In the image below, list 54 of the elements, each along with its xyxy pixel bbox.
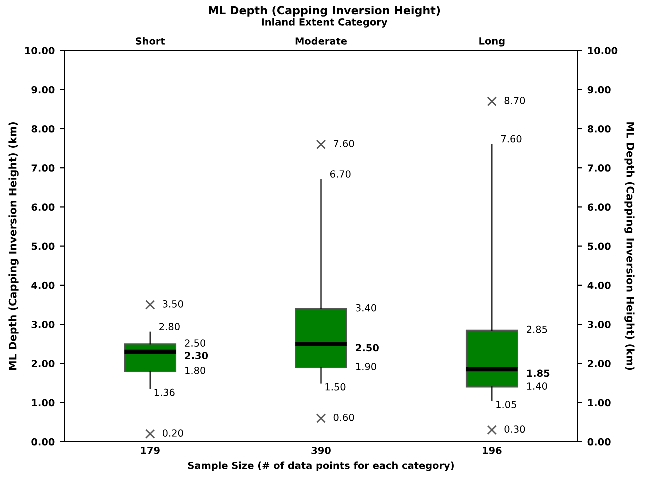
annotation: 7.60: [334, 140, 354, 148]
y-tick-label: 2.00: [32, 360, 55, 368]
chart-subtitle: Inland Extent Category: [262, 18, 388, 28]
y-tick-label: 7.00: [32, 164, 55, 172]
y2-tick-label: 8.00: [588, 125, 611, 133]
annotation: 1.85: [527, 370, 550, 378]
y2-tick-label: 3.00: [588, 321, 611, 328]
annotation: 2.80: [160, 323, 180, 331]
y2-tick-label: 9.00: [588, 86, 611, 94]
annotation: 2.85: [527, 326, 548, 334]
annotation: 8.70: [504, 97, 526, 104]
y2-tick-label: 0.00: [588, 438, 611, 446]
y-tick-label: 3.00: [32, 321, 55, 328]
y-tick-label: 10.00: [26, 47, 55, 55]
y-tick-label: 0.00: [32, 438, 55, 446]
y2-tick-label: 4.00: [588, 282, 611, 290]
y-tick-label: 6.00: [32, 204, 55, 212]
annotation: 1.50: [326, 383, 346, 391]
annotation: 1.40: [527, 382, 548, 390]
annotation: 0.30: [504, 426, 526, 434]
x-tick-label: 179: [141, 446, 160, 454]
annotation: 3.50: [163, 300, 184, 308]
text: Short: [136, 37, 166, 45]
annotation: 2.50: [185, 340, 206, 347]
annotation: 2.50: [356, 344, 379, 352]
annotation: 0.60: [334, 414, 354, 422]
x-axis-title: Sample Size (# of data points for each category): [188, 462, 454, 472]
y2-axis-title: ML Depth (Capping Inversion Height) (km): [624, 122, 635, 370]
annotation: 1.36: [154, 388, 175, 396]
annotation: 0.20: [162, 430, 184, 437]
y2-tick-label: 6.00: [588, 204, 611, 212]
text: Long: [480, 38, 505, 47]
x-tick-label: 390: [312, 446, 331, 454]
y-tick-label: 1.00: [32, 399, 55, 407]
y2-tick-label: 5.00: [588, 242, 611, 250]
y2-tick-label: 1.00: [588, 399, 611, 407]
annotation: 3.40: [356, 304, 376, 312]
annotation: 6.70: [330, 170, 351, 178]
annotation: 1.05: [496, 401, 516, 408]
y-tick-label: 4.00: [32, 282, 55, 290]
y-tick-label: 8.00: [32, 125, 55, 133]
y-tick-label: 5.00: [32, 242, 55, 250]
y-tick-label: 9.00: [32, 86, 55, 94]
text: Moderate: [296, 37, 348, 45]
annotation: 7.60: [502, 135, 522, 143]
y2-tick-label: 2.00: [588, 360, 611, 368]
annotation: 2.30: [185, 352, 208, 360]
x-tick-label: 196: [483, 446, 502, 454]
y2-tick-label: 7.00: [588, 164, 611, 172]
annotation: 1.80: [186, 366, 206, 374]
annotation: 1.90: [356, 363, 376, 370]
chart-title: ML Depth (Capping Inversion Height): [209, 6, 440, 17]
y-axis-title: ML Depth (Capping Inversion Height) (km): [8, 122, 19, 370]
y2-tick-label: 10.00: [588, 47, 618, 55]
